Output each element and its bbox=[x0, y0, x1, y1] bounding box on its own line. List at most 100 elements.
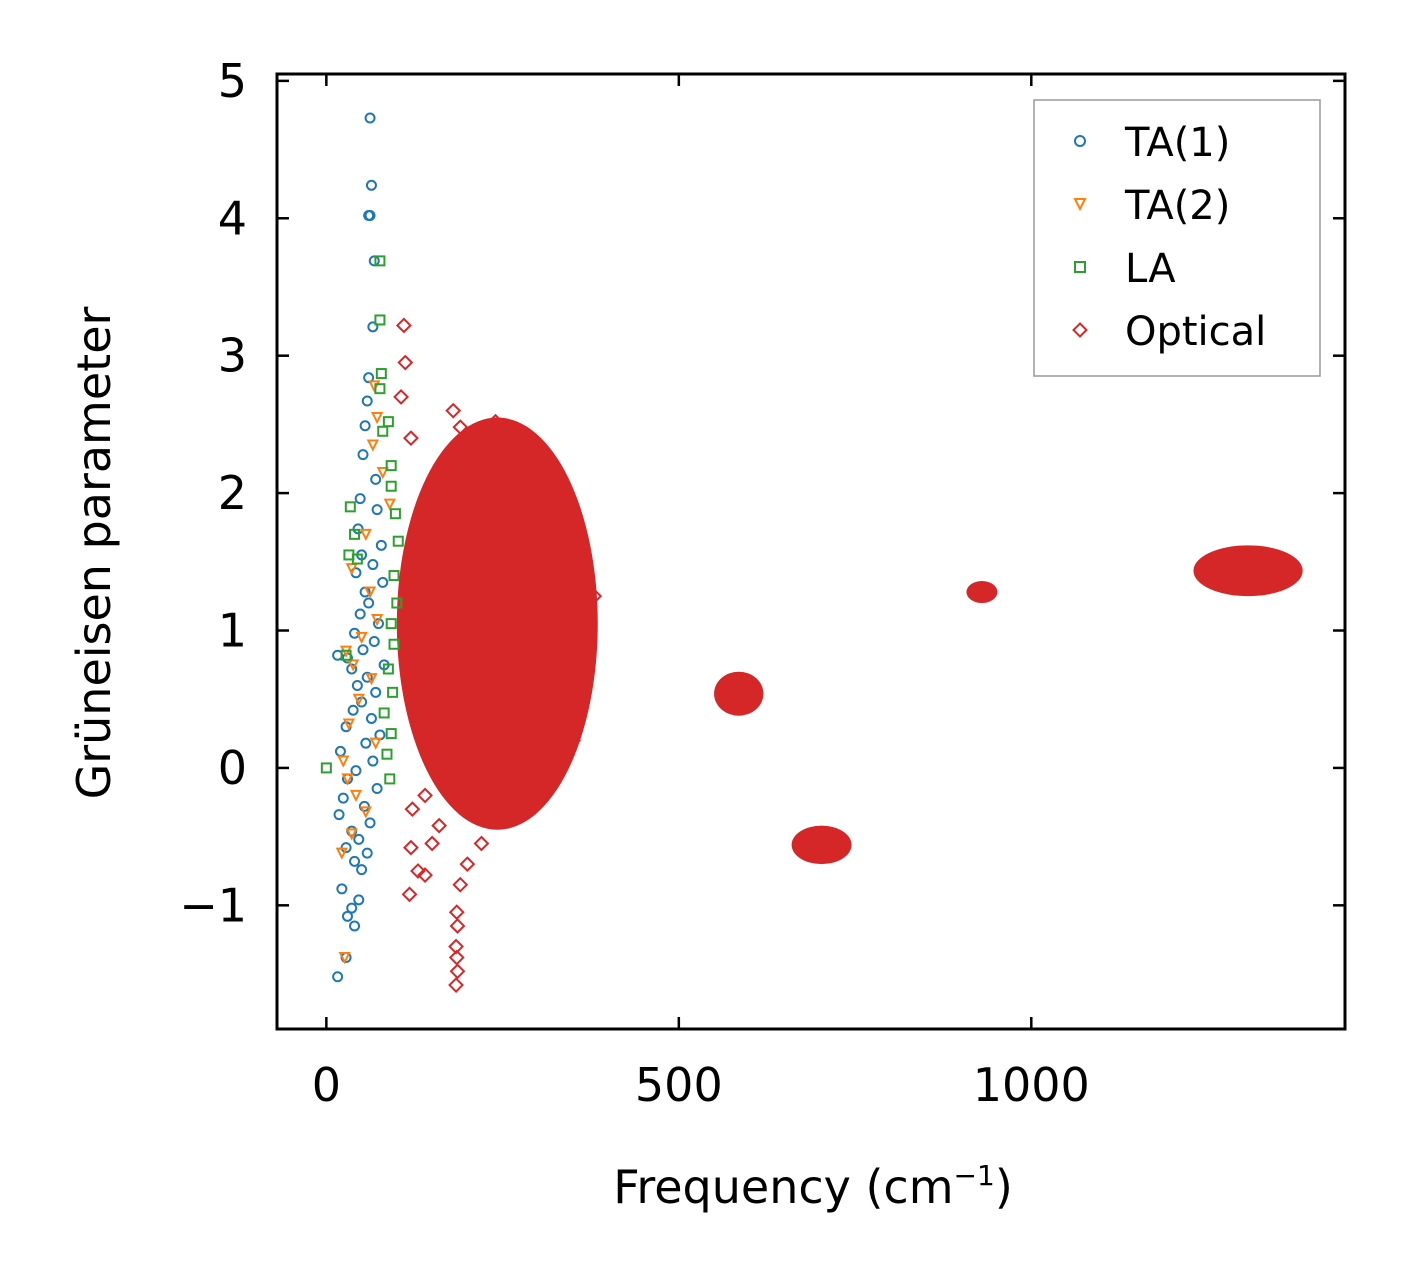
optical-cluster-3 bbox=[966, 581, 998, 604]
data-point-la bbox=[387, 686, 399, 698]
data-point-ta2 bbox=[352, 693, 365, 706]
data-point-optical bbox=[449, 963, 466, 980]
data-point-optical bbox=[417, 867, 433, 884]
data-point-la bbox=[374, 314, 386, 326]
data-point-ta2 bbox=[370, 614, 384, 627]
data-point-ta1 bbox=[354, 608, 366, 620]
plot-frame bbox=[275, 72, 1347, 1031]
data-point-optical bbox=[449, 918, 466, 934]
data-point-optical bbox=[459, 856, 476, 873]
legend-marker-ta1 bbox=[1074, 135, 1086, 147]
data-point-optical bbox=[487, 787, 504, 804]
data-point-ta1 bbox=[368, 255, 380, 267]
data-point-optical bbox=[473, 835, 490, 852]
y-tick-label: 2 bbox=[218, 466, 247, 520]
data-point-ta1 bbox=[334, 745, 346, 757]
tick-layer: 0 500 1000 −1 0 1 2 3 4 5 bbox=[179, 54, 1345, 1112]
data-point-optical bbox=[501, 794, 518, 811]
data-point-ta1 bbox=[349, 920, 361, 932]
data-point-ta1 bbox=[371, 504, 383, 516]
data-point-ta1 bbox=[353, 894, 365, 906]
data-point-ta1 bbox=[356, 864, 368, 876]
data-point-optical bbox=[424, 512, 441, 529]
data-point-ta1 bbox=[375, 539, 387, 551]
data-point-ta2 bbox=[341, 773, 354, 786]
data-point-la bbox=[340, 649, 352, 661]
data-point-optical bbox=[487, 413, 504, 430]
data-point-la bbox=[351, 553, 363, 565]
data-point-optical bbox=[501, 766, 518, 783]
data-point-ta2 bbox=[369, 737, 382, 750]
data-point-ta2 bbox=[345, 563, 358, 576]
x-axis-label-main: Frequency (cm bbox=[613, 1160, 953, 1214]
data-point-ta1 bbox=[354, 493, 366, 505]
data-point-optical bbox=[452, 419, 469, 436]
legend-entry-optical: Optical bbox=[1125, 309, 1266, 355]
data-point-ta1 bbox=[371, 783, 383, 795]
data-point-ta1 bbox=[368, 636, 380, 648]
data-point-ta2 bbox=[349, 789, 363, 803]
data-point-ta1 bbox=[363, 372, 375, 384]
data-point-optical bbox=[448, 977, 464, 993]
y-tick-label: 4 bbox=[218, 191, 247, 245]
data-point-la bbox=[344, 501, 356, 513]
data-point-optical bbox=[410, 863, 426, 879]
x-axis-label-close: ) bbox=[995, 1160, 1013, 1214]
data-point-optical bbox=[558, 581, 574, 598]
data-point-la bbox=[385, 728, 397, 740]
data-point-ta2 bbox=[359, 806, 372, 819]
data-point-la bbox=[392, 535, 404, 547]
data-point-optical bbox=[431, 817, 448, 834]
data-point-ta2 bbox=[345, 828, 358, 841]
data-point-optical bbox=[417, 787, 433, 804]
x-axis-label-sup: −1 bbox=[954, 1159, 995, 1192]
legend-entry-la: LA bbox=[1125, 246, 1176, 292]
data-point-ta1 bbox=[370, 473, 382, 485]
data-point-ta2 bbox=[370, 412, 384, 425]
data-point-la bbox=[375, 368, 387, 380]
data-point-optical bbox=[572, 677, 589, 694]
data-point-ta1 bbox=[360, 737, 372, 749]
data-point-la bbox=[320, 762, 332, 774]
data-point-optical bbox=[403, 430, 419, 447]
y-tick-label: 1 bbox=[218, 604, 247, 658]
data-point-ta1 bbox=[346, 902, 358, 914]
data-point-ta2 bbox=[338, 952, 351, 965]
optical-cluster-0 bbox=[396, 417, 598, 830]
data-point-ta1 bbox=[364, 210, 376, 222]
data-point-la bbox=[382, 663, 394, 675]
data-point-ta2 bbox=[337, 755, 350, 768]
data-point-ta2 bbox=[363, 586, 377, 599]
x-tick-label: 0 bbox=[312, 1058, 341, 1112]
data-point-optical bbox=[448, 949, 465, 966]
data-point-ta1 bbox=[377, 576, 389, 588]
data-point-ta1 bbox=[367, 755, 379, 767]
data-point-ta1 bbox=[361, 395, 373, 407]
legend-entry-ta2: TA(2) bbox=[1124, 183, 1230, 229]
data-point-la bbox=[388, 570, 400, 582]
data-point-ta2 bbox=[366, 439, 379, 452]
data-point-ta1 bbox=[336, 883, 348, 895]
data-point-ta2 bbox=[383, 498, 396, 511]
y-tick-label: 3 bbox=[218, 329, 247, 383]
legend-marker-ta2 bbox=[1073, 198, 1087, 212]
data-point-ta2 bbox=[355, 631, 368, 645]
y-axis-label: Grüneisen parameter bbox=[67, 306, 121, 799]
data-point-ta1 bbox=[363, 597, 375, 609]
data-point-la bbox=[374, 255, 386, 267]
legend: TA(1) TA(2) LA Optical bbox=[1033, 99, 1321, 377]
data-point-optical bbox=[424, 835, 441, 852]
data-point-ta1 bbox=[370, 686, 382, 698]
y-tick-label: 5 bbox=[218, 54, 247, 108]
legend-entry-ta1: TA(1) bbox=[1124, 120, 1230, 166]
optical-cluster-4 bbox=[1193, 545, 1303, 597]
data-point-optical bbox=[452, 876, 469, 893]
data-point-optical bbox=[393, 388, 409, 405]
data-point-optical bbox=[480, 443, 497, 460]
data-point-ta1 bbox=[333, 809, 345, 821]
data-point-ta2 bbox=[368, 380, 381, 393]
data-point-ta1 bbox=[347, 704, 359, 716]
x-axis-label: Frequency (cm−1) bbox=[613, 1159, 1013, 1214]
data-point-optical bbox=[445, 402, 462, 419]
